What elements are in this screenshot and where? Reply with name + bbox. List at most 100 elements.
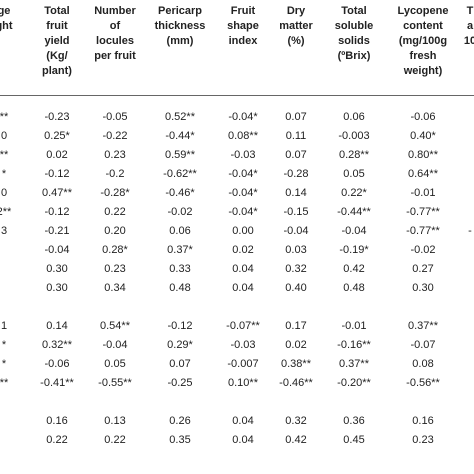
column-header: plant) bbox=[42, 65, 72, 77]
table-cell: -0.77** bbox=[406, 225, 440, 237]
table-cell: 0.16 bbox=[46, 415, 68, 427]
table-cell: 0.08 bbox=[412, 358, 434, 370]
table-cell: 0.02 bbox=[285, 339, 307, 351]
table-cell: 0.32 bbox=[285, 415, 307, 427]
table-cell: -0.15 bbox=[283, 206, 309, 218]
table-cell: 0.26 bbox=[169, 415, 191, 427]
table-cell: 0.40* bbox=[410, 130, 436, 142]
table-cell: 0.52** bbox=[165, 111, 195, 123]
table-cell: 0.02 bbox=[232, 244, 254, 256]
column-header: shape bbox=[227, 20, 259, 32]
table-cell: -0.19* bbox=[339, 244, 369, 256]
column-header: fresh bbox=[409, 50, 437, 62]
table-cell: 0.06 bbox=[169, 225, 191, 237]
table-cell: 0.23 bbox=[104, 263, 126, 275]
table-cell: -0.25 bbox=[167, 377, 193, 389]
table-cell: 0.23 bbox=[412, 434, 434, 446]
table-cell: -0.21 bbox=[44, 225, 70, 237]
table-cell: 0.07 bbox=[285, 149, 307, 161]
column-header: locules bbox=[96, 35, 134, 47]
table-cell: -0.03 bbox=[230, 149, 256, 161]
column-header: Fruit bbox=[230, 5, 256, 17]
column-header: matter bbox=[279, 20, 313, 32]
table-cell: - bbox=[468, 225, 472, 237]
column-header: (%) bbox=[287, 35, 305, 47]
table-cell: 0.22 bbox=[46, 434, 68, 446]
column-header: of bbox=[109, 20, 121, 32]
table-cell: -0.04* bbox=[228, 168, 258, 180]
table-cell: -0.05 bbox=[102, 111, 128, 123]
table-cell: -0.04* bbox=[228, 206, 258, 218]
table-cell: -0.28 bbox=[283, 168, 309, 180]
table-cell: * bbox=[1, 358, 7, 370]
table-cell: -0.55** bbox=[98, 377, 132, 389]
table-cell: -0.16** bbox=[337, 339, 371, 351]
table-cell: 0.33 bbox=[169, 263, 191, 275]
column-header: soluble bbox=[334, 20, 374, 32]
column-header: (mm) bbox=[166, 35, 194, 47]
table-cell: 0.37** bbox=[339, 358, 369, 370]
table-cell: -0.46* bbox=[165, 187, 195, 199]
table-cell: 0.05 bbox=[343, 168, 365, 180]
table-cell: -0.41** bbox=[40, 377, 74, 389]
table-cell: -0.04 bbox=[44, 244, 70, 256]
table-cell: ** bbox=[0, 377, 9, 389]
column-header: Lycopene bbox=[397, 5, 449, 17]
table-cell: -0.23 bbox=[44, 111, 70, 123]
table-cell: -0.04 bbox=[283, 225, 309, 237]
table-cell: -0.04* bbox=[228, 111, 258, 123]
table-cell: -0.07** bbox=[226, 320, 260, 332]
table-cell: 0.04 bbox=[232, 434, 254, 446]
table-cell: * bbox=[1, 339, 7, 351]
column-header: solids bbox=[338, 35, 370, 47]
table-cell: 0.30 bbox=[46, 263, 68, 275]
table-cell: 0.32 bbox=[285, 263, 307, 275]
table-cell: ** bbox=[0, 111, 9, 123]
table-cell: 0.48 bbox=[343, 282, 365, 294]
column-header: index bbox=[228, 35, 258, 47]
table-cell: 0.37* bbox=[167, 244, 193, 256]
column-header: ght bbox=[0, 20, 13, 32]
column-header: thickness bbox=[154, 20, 206, 32]
table-cell: 0.48 bbox=[169, 282, 191, 294]
column-header: per fruit bbox=[94, 50, 136, 62]
column-header: T bbox=[466, 5, 474, 17]
table-cell: 0.22* bbox=[341, 187, 367, 199]
table-cell: 0.07 bbox=[285, 111, 307, 123]
table-cell: -0.28* bbox=[100, 187, 130, 199]
table-cell: 0.13 bbox=[104, 415, 126, 427]
column-header: content bbox=[403, 20, 443, 32]
table-cell: 0 bbox=[0, 187, 8, 199]
table-cell: 0.03 bbox=[285, 244, 307, 256]
column-header: ge bbox=[0, 5, 11, 17]
table-cell: 1 bbox=[0, 320, 8, 332]
column-header: Number bbox=[94, 5, 136, 17]
table-cell: -0.03 bbox=[230, 339, 256, 351]
column-header: Dry bbox=[286, 5, 306, 17]
table-cell: -0.20** bbox=[337, 377, 371, 389]
table-cell: 0.36 bbox=[343, 415, 365, 427]
table-cell: -0.22 bbox=[102, 130, 128, 142]
table-cell: 0.35 bbox=[169, 434, 191, 446]
table-cell: -0.04* bbox=[228, 187, 258, 199]
column-header: (mg/100g bbox=[398, 35, 448, 47]
table-cell: 0.07 bbox=[169, 358, 191, 370]
table-cell: ** bbox=[0, 149, 9, 161]
table-cell: 0.38** bbox=[281, 358, 311, 370]
table-cell: 0.04 bbox=[232, 415, 254, 427]
table-cell: 0.04 bbox=[232, 282, 254, 294]
table-cell: 2** bbox=[0, 206, 12, 218]
table-cell: -0.62** bbox=[163, 168, 197, 180]
table-cell: 0.11 bbox=[285, 130, 307, 142]
table-cell: 0.37** bbox=[408, 320, 438, 332]
table-cell: 0.32** bbox=[42, 339, 72, 351]
table-cell: -0.06 bbox=[410, 111, 436, 123]
table-cell: 0 bbox=[0, 130, 8, 142]
table-cell: -0.007 bbox=[227, 358, 259, 370]
table-cell: 0.27 bbox=[412, 263, 434, 275]
column-header: Total bbox=[341, 5, 367, 17]
table-cell: -0.56** bbox=[406, 377, 440, 389]
table-cell: 0.04 bbox=[232, 263, 254, 275]
table-cell: 0.14 bbox=[46, 320, 68, 332]
